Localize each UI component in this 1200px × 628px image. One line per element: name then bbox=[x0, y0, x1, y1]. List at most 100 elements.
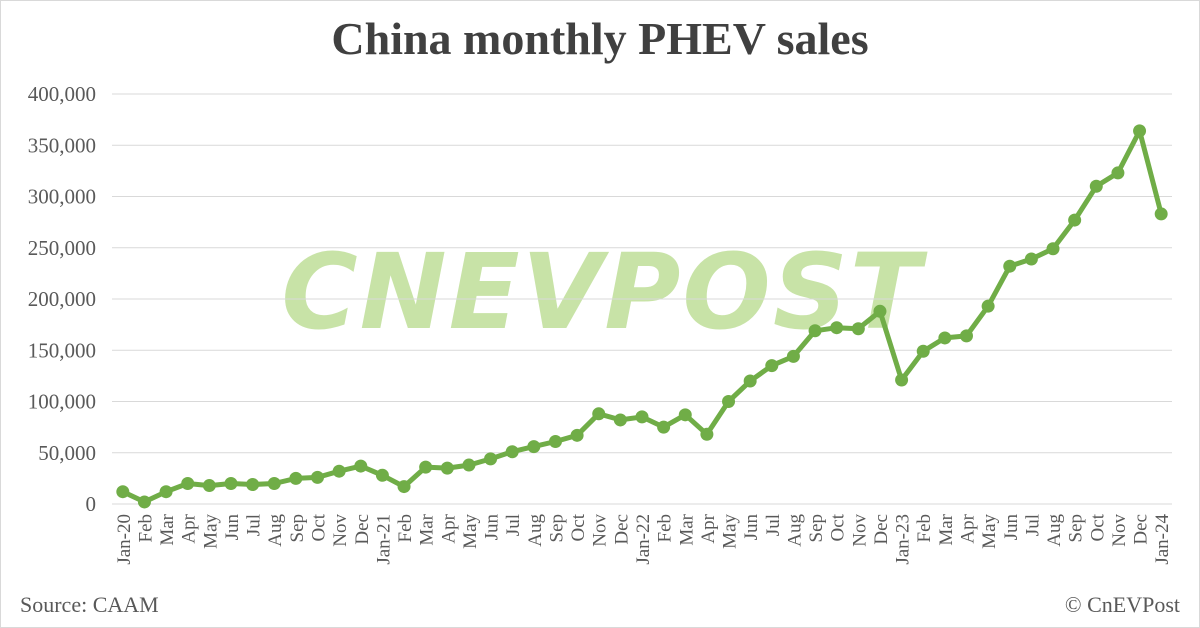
data-point bbox=[959, 329, 973, 343]
x-tick-label: Apr bbox=[698, 513, 719, 543]
x-tick-label: Feb bbox=[135, 514, 156, 543]
x-tick-label: Dec bbox=[1131, 514, 1152, 545]
x-tick-label: Jan-21 bbox=[373, 514, 394, 565]
x-tick-label: Jun bbox=[222, 514, 243, 541]
x-tick-label: Dec bbox=[352, 514, 373, 545]
data-point bbox=[786, 349, 800, 363]
data-point bbox=[354, 459, 368, 473]
x-tick-label: Sep bbox=[546, 514, 567, 543]
x-tick-label: May bbox=[460, 514, 481, 549]
y-tick-label: 100,000 bbox=[28, 390, 96, 414]
y-axis: 0 50,000 100,000 150,000 200,000 250,000 300,0… bbox=[28, 82, 96, 516]
x-tick-label: Nov bbox=[849, 514, 870, 547]
x-tick-label: Jul bbox=[503, 514, 524, 536]
x-tick-label: Oct bbox=[568, 513, 589, 541]
x-tick-label: May bbox=[200, 514, 221, 549]
x-tick-label: Apr bbox=[957, 513, 978, 543]
x-tick-label: Nov bbox=[330, 514, 351, 547]
data-point bbox=[505, 445, 519, 459]
data-point bbox=[332, 464, 346, 478]
data-point bbox=[722, 395, 736, 408]
data-point bbox=[765, 359, 779, 373]
data-point bbox=[635, 410, 649, 424]
x-tick-label: Jun bbox=[741, 514, 762, 541]
data-point bbox=[808, 324, 822, 338]
x-tick-label: Jan-22 bbox=[633, 514, 654, 565]
data-point bbox=[202, 479, 216, 493]
x-tick-label: Aug bbox=[784, 514, 805, 547]
x-tick-label: Jun bbox=[482, 514, 503, 541]
data-point bbox=[657, 420, 671, 434]
watermark: CNEVPOST bbox=[281, 231, 927, 353]
data-point bbox=[527, 440, 541, 454]
x-tick-label: Dec bbox=[611, 514, 632, 545]
data-point bbox=[1111, 166, 1125, 180]
x-tick-label: Oct bbox=[1087, 513, 1108, 541]
data-point bbox=[570, 428, 584, 442]
x-tick-label: Nov bbox=[590, 514, 611, 547]
data-point bbox=[1003, 259, 1017, 273]
x-axis: Jan-20 Feb Mar Apr May Jun Jul Aug Sep Oct Nov Dec J… bbox=[114, 513, 1173, 564]
data-point bbox=[613, 413, 627, 427]
x-tick-label: Mar bbox=[417, 513, 438, 545]
series-phev-sales bbox=[116, 124, 1168, 509]
x-tick-label: Mar bbox=[936, 513, 957, 545]
x-tick-label: Aug bbox=[265, 514, 286, 547]
y-tick-label: 200,000 bbox=[28, 287, 96, 311]
x-tick-label: Sep bbox=[806, 514, 827, 543]
x-tick-label: Feb bbox=[395, 514, 416, 543]
data-point bbox=[895, 373, 909, 387]
data-point bbox=[851, 322, 865, 336]
data-point bbox=[1068, 213, 1082, 227]
data-point bbox=[938, 331, 952, 345]
data-point bbox=[1133, 124, 1147, 138]
data-point bbox=[267, 477, 281, 490]
data-point bbox=[981, 299, 995, 313]
data-point bbox=[311, 470, 325, 484]
data-point bbox=[246, 478, 260, 492]
data-point bbox=[419, 460, 433, 474]
y-tick-label: 250,000 bbox=[28, 236, 96, 260]
x-tick-label: Jul bbox=[1022, 514, 1043, 536]
y-tick-label: 50,000 bbox=[38, 441, 96, 465]
data-point bbox=[678, 408, 692, 422]
x-tick-label: May bbox=[720, 514, 741, 549]
x-tick-label: Feb bbox=[914, 514, 935, 543]
data-point bbox=[1046, 242, 1060, 256]
x-tick-label: Mar bbox=[157, 513, 178, 545]
data-point bbox=[375, 468, 389, 482]
data-point bbox=[700, 427, 714, 441]
data-point bbox=[440, 461, 454, 475]
data-point bbox=[548, 434, 562, 448]
y-tick-label: 0 bbox=[86, 492, 97, 516]
x-tick-label: Mar bbox=[676, 513, 697, 545]
y-tick-label: 150,000 bbox=[28, 338, 96, 362]
x-tick-label: Jun bbox=[1001, 514, 1022, 541]
chart-title: China monthly PHEV sales bbox=[331, 13, 869, 64]
source-note: Source: CAAM bbox=[20, 592, 159, 617]
data-point bbox=[1024, 252, 1038, 266]
x-tick-label: Aug bbox=[1044, 514, 1065, 547]
x-tick-label: Sep bbox=[287, 514, 308, 543]
x-tick-label: May bbox=[979, 514, 1000, 549]
data-point bbox=[830, 321, 844, 335]
x-tick-label: Aug bbox=[525, 514, 546, 547]
x-tick-label: Apr bbox=[438, 513, 459, 543]
copyright-note: © CnEVPost bbox=[1064, 592, 1180, 617]
x-tick-label: Feb bbox=[655, 514, 676, 543]
gridlines bbox=[112, 93, 1172, 505]
data-point bbox=[484, 452, 498, 466]
x-tick-label: Nov bbox=[1109, 514, 1130, 547]
data-point bbox=[1154, 207, 1168, 221]
data-point bbox=[743, 374, 757, 388]
data-point bbox=[462, 458, 476, 472]
x-tick-label: Oct bbox=[828, 513, 849, 541]
data-point bbox=[181, 477, 195, 490]
data-point bbox=[159, 485, 173, 499]
x-tick-label: Jul bbox=[244, 514, 265, 536]
x-tick-label: Dec bbox=[871, 514, 892, 545]
x-tick-label: Apr bbox=[179, 513, 200, 543]
data-point bbox=[224, 477, 238, 490]
x-tick-label: Sep bbox=[1066, 514, 1087, 543]
